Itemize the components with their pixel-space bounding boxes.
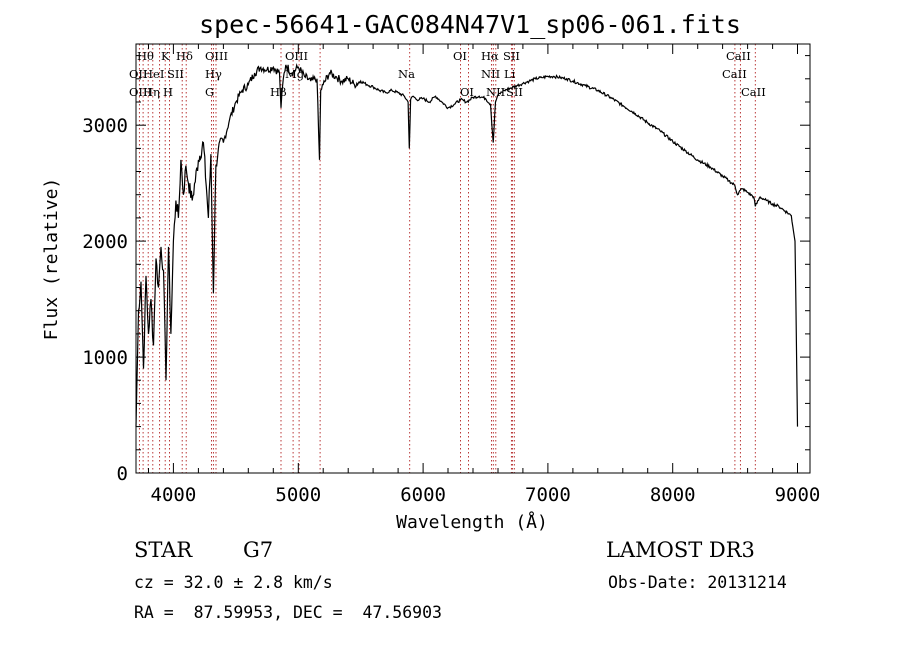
- coordinates: RA = 87.59953, DEC = 47.56903: [134, 603, 442, 622]
- line-label-1: K: [161, 49, 170, 63]
- line-label-12: Hγ: [205, 67, 222, 81]
- survey-name: LAMOST DR3: [606, 538, 755, 562]
- line-label-15: NII: [481, 67, 500, 81]
- x-tick-label-2: 6000: [400, 484, 446, 506]
- line-label-20: H: [163, 85, 173, 99]
- flux-curve: [135, 63, 799, 427]
- x-tick-label-1: 5000: [275, 484, 321, 506]
- x-tick-label-4: 8000: [650, 484, 696, 506]
- x-tick-label-5: 9000: [775, 484, 821, 506]
- line-label-6: Hα: [481, 49, 499, 63]
- x-tick-label-0: 4000: [151, 484, 197, 506]
- line-label-18: OIII: [129, 85, 152, 99]
- object-class: STAR: [134, 538, 193, 562]
- y-tick-label-0: 0: [117, 463, 128, 485]
- line-label-17: CaII: [722, 67, 747, 81]
- chart-title: spec-56641-GAC084N47V1_sp06-061.fits: [199, 10, 741, 39]
- y-axis-ticks: 0 1000 2000 3000: [82, 55, 810, 485]
- line-label-9: OII: [129, 67, 148, 81]
- line-label-11: SII: [167, 67, 184, 81]
- line-label-21: G: [205, 85, 214, 99]
- reference-lines: [138, 44, 756, 473]
- line-label-5: OI: [453, 49, 467, 63]
- observation-date: Obs-Date: 20131214: [608, 573, 787, 592]
- plot-frame: [135, 43, 811, 474]
- x-axis-ticks: 4000 5000 6000 7000 8000 9000: [148, 44, 821, 506]
- line-label-10: HeI: [143, 67, 164, 81]
- line-label-8: CaII: [726, 49, 751, 63]
- redshift-velocity: cz = 32.0 ± 2.8 km/s: [134, 573, 333, 592]
- line-label-7: SII: [503, 49, 520, 63]
- line-label-19: Hη: [143, 85, 160, 99]
- y-axis-label: Flux (relative): [41, 178, 62, 341]
- y-tick-label-2: 2000: [82, 231, 128, 253]
- line-label-14: Na: [398, 67, 415, 81]
- line-label-23: OI: [460, 85, 474, 99]
- line-label-16: Li: [504, 67, 516, 81]
- y-tick-label-3: 3000: [82, 115, 128, 137]
- line-label-22: Hβ: [270, 85, 287, 99]
- line-label-2: Hδ: [176, 49, 193, 63]
- object-subclass: G7: [243, 538, 274, 562]
- y-tick-label-1: 1000: [82, 347, 128, 369]
- line-label-3: OIII: [205, 49, 228, 63]
- line-label-26: CaII: [741, 85, 766, 99]
- x-tick-label-3: 7000: [525, 484, 571, 506]
- line-label-24: NII: [486, 85, 505, 99]
- x-axis-label: Wavelength (Å): [396, 511, 548, 533]
- line-label-4: OIII: [285, 49, 308, 63]
- line-label-0: Hθ: [137, 49, 154, 63]
